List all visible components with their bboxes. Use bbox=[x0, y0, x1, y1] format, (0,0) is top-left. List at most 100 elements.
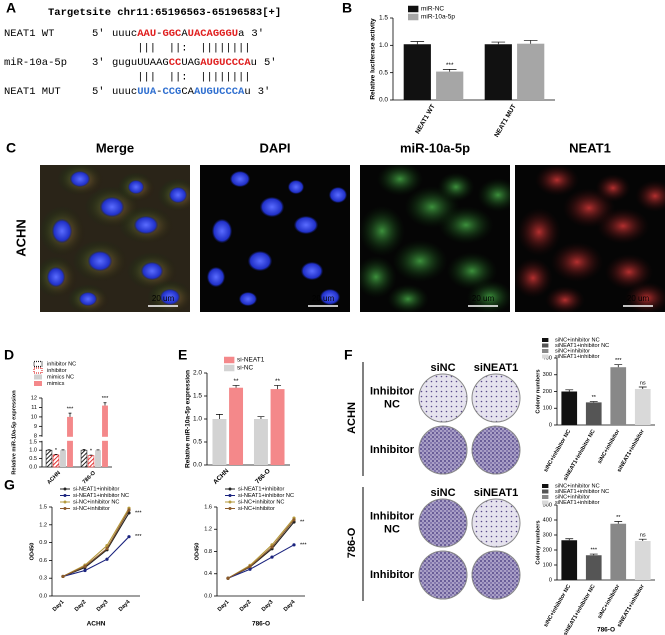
bar bbox=[585, 555, 602, 580]
y-tick-label: 2.0 bbox=[193, 370, 202, 377]
nucleus bbox=[141, 262, 163, 280]
legend-swatch bbox=[542, 489, 549, 494]
bar bbox=[436, 71, 464, 100]
legend-label: siNC+inhibitor NC bbox=[555, 483, 600, 489]
error-bar bbox=[89, 454, 93, 456]
x-tick-label: siNC+inhibitor bbox=[597, 583, 622, 620]
plate-row-label: Inhibitor bbox=[370, 385, 415, 397]
error-bar bbox=[589, 553, 598, 556]
bar bbox=[634, 388, 651, 425]
y-tick-label: 0.0 bbox=[29, 464, 37, 470]
significance: ** bbox=[275, 378, 281, 385]
nucleus bbox=[320, 289, 340, 305]
sequence-name: miR-10a-5p bbox=[4, 57, 67, 69]
plate-column-label: siNC bbox=[430, 362, 455, 374]
x-tick-label: Day3 bbox=[261, 599, 275, 613]
legend-marker bbox=[228, 500, 232, 504]
legend-label: miR-10a-5p bbox=[421, 14, 455, 21]
error-bar bbox=[442, 69, 457, 72]
point bbox=[105, 557, 109, 561]
legend-label: siNEAT1+inhibitor bbox=[555, 354, 600, 360]
error-bar bbox=[274, 385, 282, 390]
bar bbox=[80, 449, 88, 468]
axis-break bbox=[38, 436, 114, 441]
x-tick-label: NEAT1 WT bbox=[414, 103, 436, 135]
x-tick-label: 786-O bbox=[82, 470, 98, 486]
plate bbox=[471, 425, 521, 475]
significance: ns bbox=[640, 533, 646, 539]
y-tick-label: 0.4 bbox=[204, 571, 212, 577]
sequence-end: 5' bbox=[264, 57, 277, 69]
point bbox=[270, 555, 274, 559]
x-tick-label: ACHN bbox=[46, 470, 62, 486]
y-tick-label: 0.9 bbox=[39, 540, 47, 546]
legend-swatch bbox=[542, 338, 549, 342]
nucleus bbox=[100, 197, 124, 217]
column-title: miR-10a-5p bbox=[400, 140, 470, 155]
legend-marker bbox=[63, 487, 67, 491]
base-pairing: ||| ||: |||||||| bbox=[137, 71, 250, 83]
sequence-segment: u bbox=[244, 86, 250, 98]
target-site-title: Targetsite chr11:65196563-65196583[+] bbox=[48, 7, 281, 19]
x-tick-label: NEAT1 MUT bbox=[493, 103, 517, 138]
bar bbox=[634, 541, 651, 580]
error-bar bbox=[215, 414, 223, 419]
sequence-segment: - bbox=[156, 86, 162, 98]
significance: ** bbox=[234, 378, 240, 385]
y-tick-label: 400 bbox=[543, 517, 552, 523]
legend-label: siNEAT1+inhibitor bbox=[555, 500, 600, 506]
error-bar bbox=[68, 412, 72, 417]
significance: ns bbox=[640, 380, 646, 386]
x-tick-label: Day1 bbox=[217, 599, 231, 613]
sequence-segment: guguUUAAG bbox=[112, 57, 169, 69]
plate-column-label: siNEAT1 bbox=[474, 362, 518, 374]
cytoplasm bbox=[446, 252, 498, 290]
line bbox=[227, 544, 295, 579]
column-title: DAPI bbox=[259, 140, 290, 155]
y-axis-label: Relative luciferase activity bbox=[370, 18, 377, 100]
sequence: guguUUAAGCCUAGAUGUCCCAu 5' bbox=[112, 57, 277, 69]
legend-swatch bbox=[542, 495, 549, 499]
y-tick-label: 1.5 bbox=[379, 15, 388, 22]
x-tick-label: siNC+inhibitor bbox=[597, 428, 622, 465]
legend-label: si-NEAT1 bbox=[237, 357, 265, 364]
panel-label: A bbox=[6, 0, 16, 16]
row-label: ACHN bbox=[13, 219, 28, 257]
bar bbox=[102, 405, 108, 467]
legend-label: si-NEAT1+inhibitor bbox=[73, 486, 120, 492]
line bbox=[227, 517, 295, 579]
legend-label: mimics NC bbox=[47, 374, 74, 380]
line bbox=[62, 509, 130, 577]
nucleus bbox=[128, 180, 144, 194]
sequence-segment: AUGUCCCA bbox=[194, 86, 245, 98]
y-axis-label: OD450 bbox=[194, 543, 200, 561]
nucleus bbox=[52, 219, 72, 243]
legend-swatch bbox=[33, 360, 43, 368]
legend-label: inhibitor NC bbox=[47, 361, 76, 367]
y-tick-label: 12 bbox=[31, 395, 37, 401]
cytoplasm bbox=[545, 286, 585, 312]
legend-label: siNEAT1+inhibitor NC bbox=[555, 343, 609, 349]
nucleus bbox=[160, 289, 180, 305]
y-tick-label: 0 bbox=[549, 577, 552, 583]
cytoplasm bbox=[625, 282, 665, 312]
legend-swatch bbox=[542, 484, 549, 488]
significance: * bbox=[90, 449, 93, 455]
significance: ** bbox=[300, 520, 305, 526]
sequence-name: NEAT1 MUT bbox=[4, 86, 61, 98]
nucleus bbox=[207, 267, 225, 287]
legend-label: inhibitor bbox=[47, 368, 67, 374]
nucleus bbox=[230, 171, 250, 187]
legend-swatch bbox=[34, 374, 42, 380]
nucleus bbox=[79, 292, 97, 306]
cytoplasm bbox=[595, 174, 631, 202]
y-tick-label: 100 bbox=[543, 562, 552, 568]
nucleus bbox=[88, 251, 112, 271]
legend-swatch bbox=[224, 356, 235, 364]
sequence-end: 3' bbox=[258, 86, 271, 98]
y-tick-label: 0.0 bbox=[193, 462, 202, 469]
bar bbox=[253, 419, 268, 465]
nucleus bbox=[294, 216, 318, 234]
y-axis-label: Relative miR-10a-5p expression bbox=[185, 370, 192, 468]
